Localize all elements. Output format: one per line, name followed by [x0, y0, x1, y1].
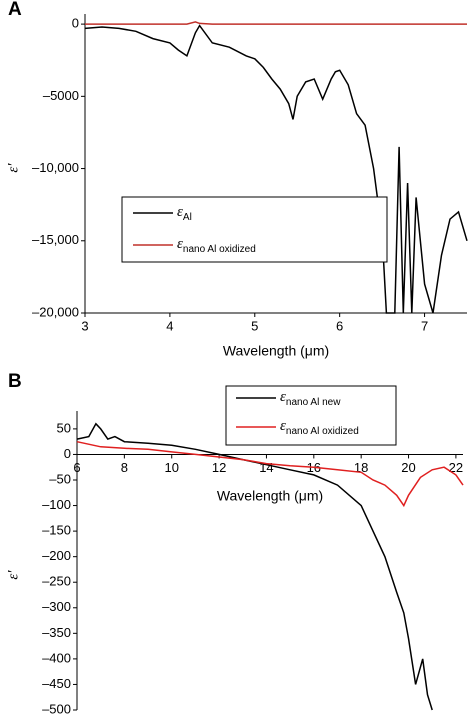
- data-line: [76, 440, 464, 508]
- y-tick-label: –150: [42, 523, 71, 538]
- legend-label: εnano Al oxidized: [177, 236, 256, 254]
- y-tick-label: –250: [42, 574, 71, 589]
- legend-symbol: ε: [280, 418, 286, 434]
- y-axis-label: ε′: [5, 163, 21, 173]
- legend-name: Al: [183, 212, 192, 223]
- y-axis-label: ε′: [5, 570, 21, 580]
- x-axis-label: Wavelength (μm): [223, 343, 329, 359]
- y-tick-label: –300: [42, 599, 71, 614]
- data-line: [85, 21, 467, 25]
- legend-label: εAl: [177, 204, 192, 222]
- y-tick-label: –400: [42, 650, 71, 665]
- y-tick-label: –350: [42, 625, 71, 640]
- legend-name: nano Al oxidized: [183, 244, 256, 255]
- y-tick-label: –20,000: [32, 304, 79, 319]
- y-tick-label: –450: [42, 676, 71, 691]
- legend-box: [121, 196, 388, 263]
- legend-name: nano Al oxidized: [286, 426, 359, 437]
- x-tick-label: 22: [449, 460, 463, 475]
- x-tick-label: 6: [336, 318, 343, 333]
- legend-label: εnano Al new: [280, 389, 341, 407]
- x-axis-label: Wavelength (μm): [217, 488, 323, 504]
- legend-name: nano Al new: [286, 397, 341, 408]
- y-tick-label: 0: [64, 446, 71, 461]
- x-tick-label: 18: [354, 460, 368, 475]
- x-tick-label: 6: [73, 460, 80, 475]
- legend-symbol: ε: [177, 236, 183, 252]
- legend-label: εnano Al oxidized: [280, 418, 359, 436]
- x-tick-label: 10: [164, 460, 178, 475]
- data-line: [84, 24, 468, 314]
- y-tick-label: –50: [49, 471, 71, 486]
- x-tick-label: 4: [166, 318, 173, 333]
- legend-symbol: ε: [177, 204, 183, 220]
- y-tick-label: –15,000: [32, 232, 79, 247]
- x-tick-label: 12: [212, 460, 226, 475]
- y-tick-label: –500: [42, 701, 71, 716]
- panel-label: A: [8, 0, 22, 20]
- y-tick-label: –100: [42, 497, 71, 512]
- y-tick-label: –10,000: [32, 160, 79, 175]
- legend-box: [225, 385, 397, 446]
- panel-label: B: [8, 371, 22, 392]
- y-tick-label: –5000: [43, 88, 79, 103]
- legend-symbol: ε: [280, 389, 286, 405]
- x-tick-label: 20: [401, 460, 415, 475]
- x-tick-label: 3: [81, 318, 88, 333]
- x-tick-label: 8: [121, 460, 128, 475]
- y-tick-label: –200: [42, 548, 71, 563]
- y-tick-label: 0: [72, 16, 79, 31]
- data-line: [76, 422, 433, 711]
- x-tick-label: 5: [251, 318, 258, 333]
- y-tick-label: 50: [57, 420, 71, 435]
- x-tick-label: 7: [421, 318, 428, 333]
